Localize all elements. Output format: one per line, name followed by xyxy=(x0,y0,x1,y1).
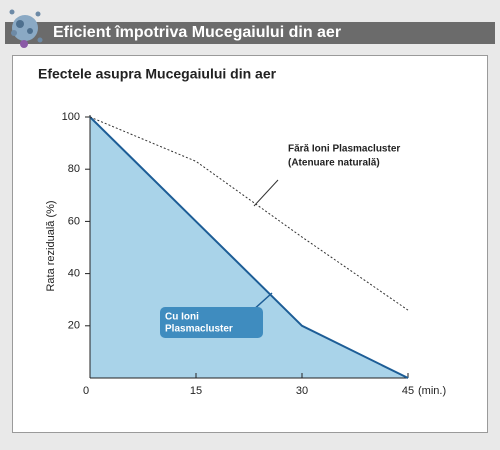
y-tick-label: 80 xyxy=(68,163,80,175)
header-title: Eficient împotriva Mucegaiului din aer xyxy=(53,24,341,41)
header-bar xyxy=(5,22,495,44)
series-label: Plasmacluster xyxy=(165,324,233,335)
series-label: Fără Ioni Plasmacluster xyxy=(288,144,400,155)
x-axis-label: (min.) xyxy=(418,385,446,397)
y-tick-label: 100 xyxy=(62,111,80,123)
y-tick-label: 20 xyxy=(68,320,80,332)
label-box xyxy=(160,307,263,338)
y-tick-label: 40 xyxy=(68,268,80,280)
y-tick-label: 60 xyxy=(68,215,80,227)
series-label: (Atenuare naturală) xyxy=(288,158,380,169)
x-tick-label: 0 xyxy=(83,385,89,397)
series-label: Cu Ioni xyxy=(165,312,199,323)
x-tick-label: 45 xyxy=(402,385,414,397)
series-line xyxy=(89,116,409,311)
header-icon xyxy=(9,9,43,48)
series-line xyxy=(89,116,409,379)
x-tick-label: 15 xyxy=(190,385,202,397)
chart-title: Efectele asupra Mucegaiului din aer xyxy=(38,66,277,82)
y-axis-label: Rata reziduală (%) xyxy=(45,200,57,291)
x-tick-label: 30 xyxy=(296,385,308,397)
label-leader xyxy=(253,179,279,207)
